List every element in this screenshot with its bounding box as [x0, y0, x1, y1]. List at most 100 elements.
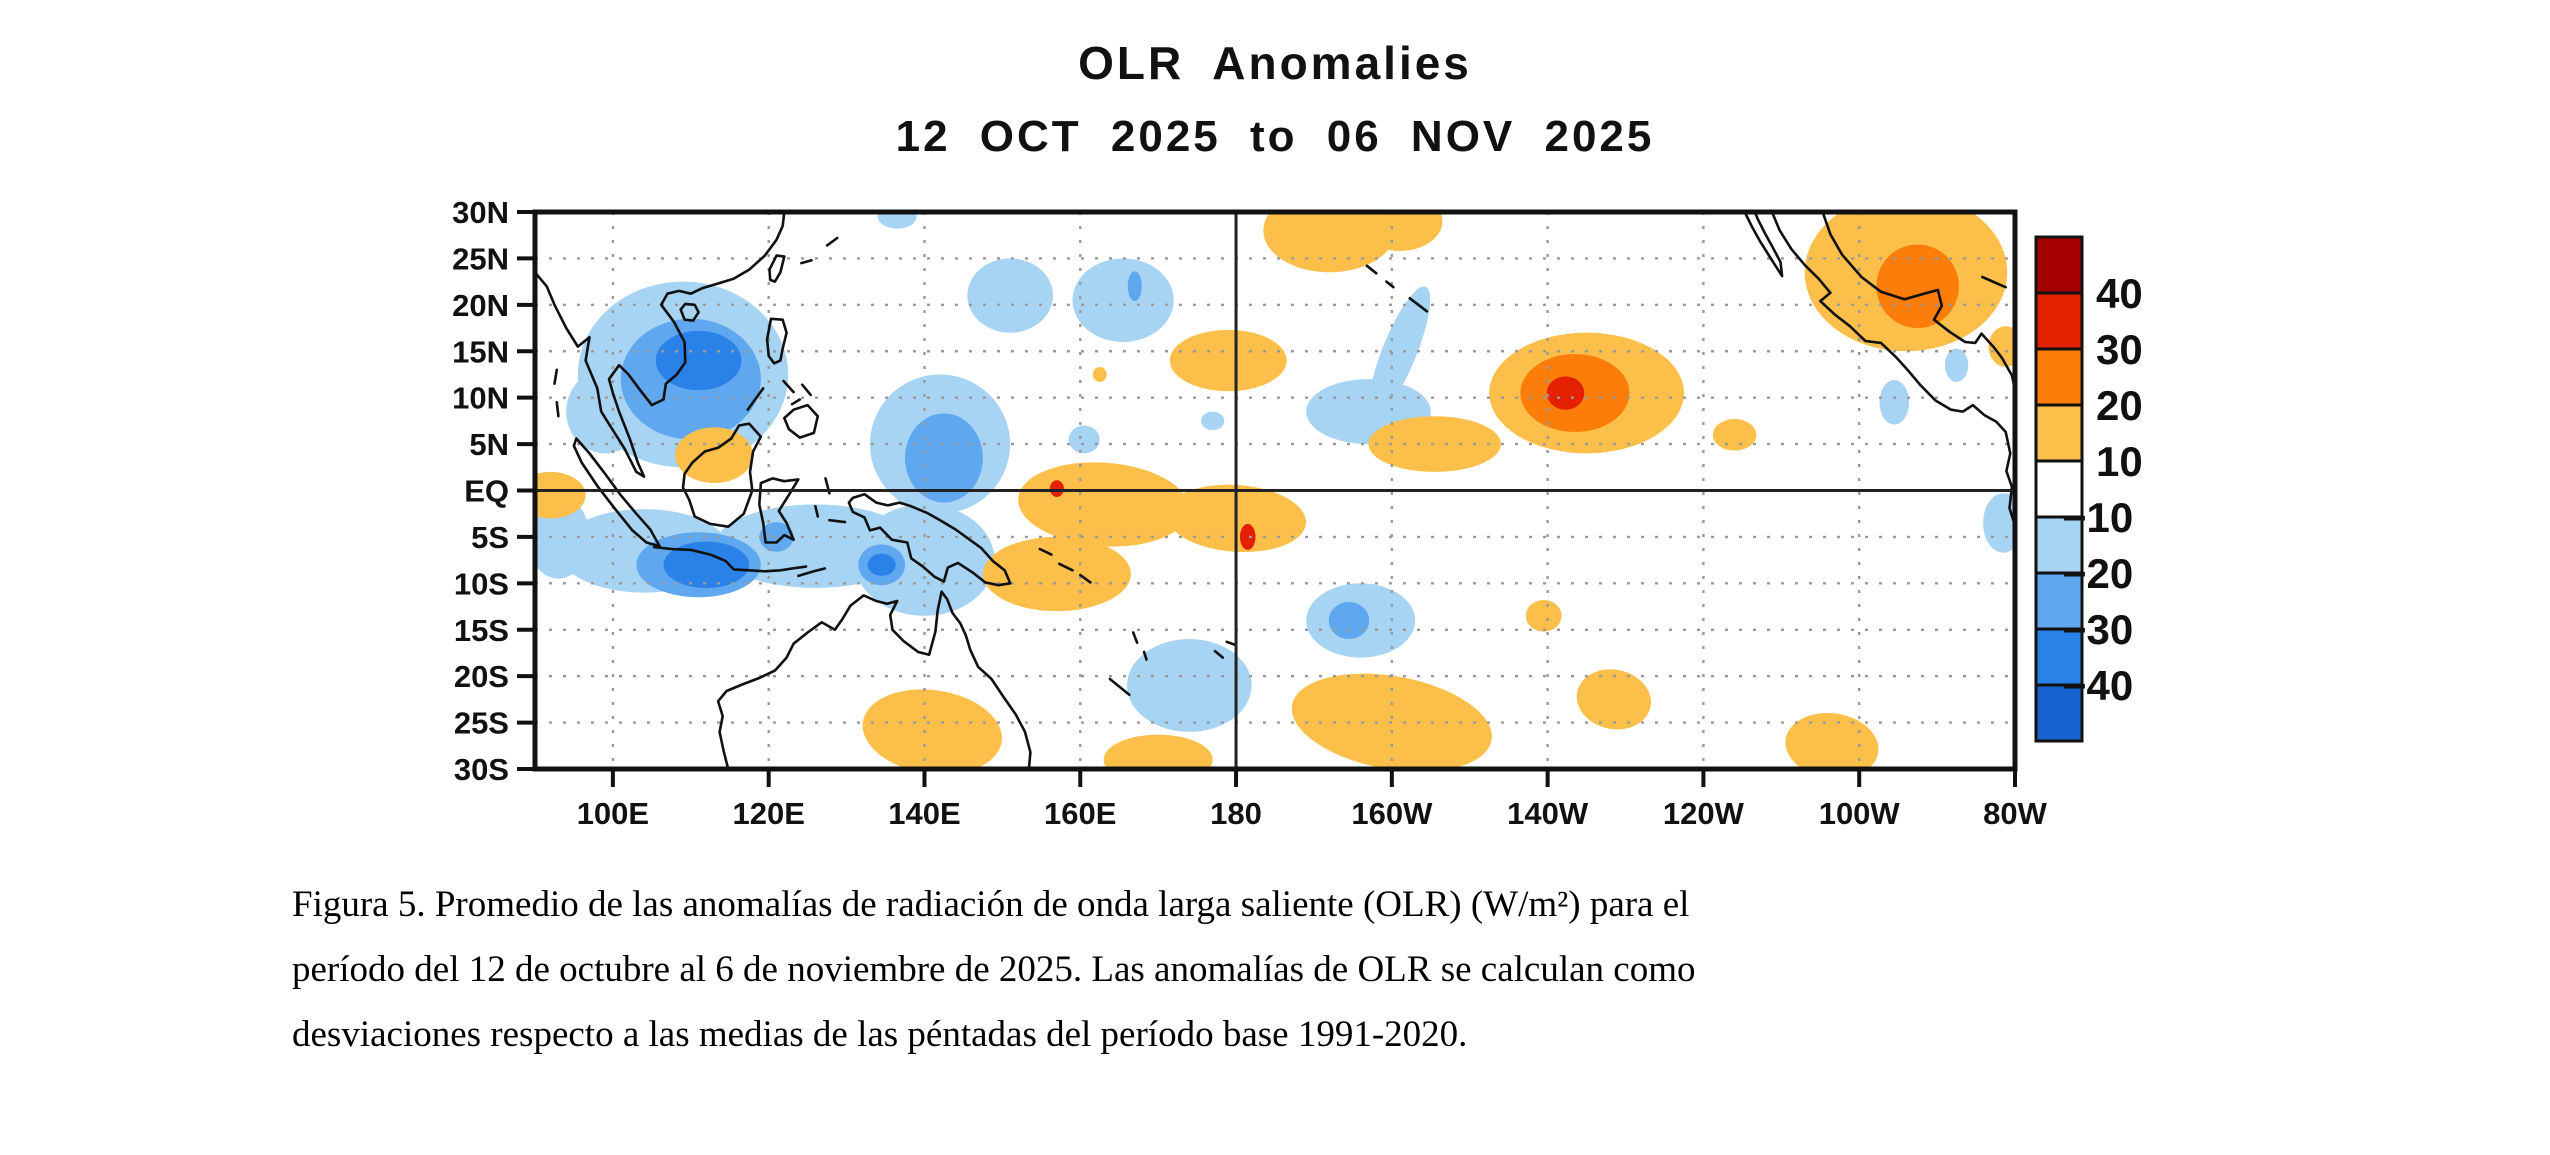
coastline-sumatra [572, 437, 661, 548]
axes: 30N 25N 20N 15N 10N 5N EQ 5S 10S 15S 20S 25S 30S 100E… [452, 195, 2047, 831]
anomaly-region [1068, 425, 1100, 454]
anomaly-region [1988, 326, 2015, 368]
caption-line-1: Figura 5. Promedio de las anomalías de r… [292, 884, 1690, 925]
coastline-solomons-3 [1079, 573, 1092, 584]
reference-lines [535, 212, 2015, 769]
y-tick-label: 15S [454, 613, 509, 648]
coastline-solomons-1 [1038, 547, 1053, 556]
anomaly-region [663, 541, 750, 588]
x-tick-label: 80W [1983, 796, 2047, 831]
anomaly-region [1368, 416, 1501, 472]
coastline-palawan [746, 387, 765, 411]
caption-line-2: período del 12 de octubre al 6 de noviem… [292, 949, 1696, 990]
colorbar-cell [2034, 627, 2084, 687]
coastline-asia-mainland [535, 212, 786, 478]
coastline-visayas-2 [800, 383, 812, 397]
coastline-taiwan [768, 254, 786, 283]
coastline-java-lesser-sundas [652, 545, 808, 573]
x-tick-label: 140E [888, 796, 960, 831]
x-tick-label: 160E [1044, 796, 1116, 831]
y-tick-label: 25N [452, 241, 509, 276]
colorbar-cell [2034, 235, 2084, 295]
coastline-hawaii-1 [1365, 264, 1378, 275]
colorbar-cell [2034, 459, 2084, 519]
coastline-mindanao [783, 403, 820, 439]
coastline-fiji-1 [1213, 649, 1225, 659]
coastline-solomons-2 [1057, 562, 1074, 572]
anomaly-region [1944, 348, 1969, 382]
coastline-moluccas-3 [814, 505, 820, 518]
x-tick-label: 100E [577, 796, 649, 831]
anomaly-region [867, 553, 896, 576]
anomaly-region [1169, 329, 1287, 392]
x-tick-label: 120E [732, 796, 804, 831]
y-tick-label: 10S [454, 566, 509, 601]
colorbar-cell [2034, 571, 2084, 631]
anomaly-region [1239, 523, 1256, 550]
coastline-visayas-1 [782, 379, 795, 394]
colorbar: 40 30 20 10 −10 −20 −30 −40 [2034, 235, 2143, 743]
anomaly-region [1356, 212, 1443, 251]
anomaly-region [1127, 639, 1252, 732]
colorbar-label: 10 [2096, 438, 2143, 485]
chart-title: OLR Anomalies [1078, 37, 1472, 89]
anomaly-region [1785, 712, 1879, 769]
colorbar-label: 30 [2096, 326, 2143, 373]
coastline-fiji-2 [1225, 640, 1236, 646]
anomaly-region [1546, 376, 1585, 410]
graticule [535, 212, 2015, 769]
anomaly-region [1525, 600, 1562, 632]
anomaly-region [1072, 258, 1174, 342]
chart-subtitle: 12 OCT 2025 to 06 NOV 2025 [895, 112, 1655, 161]
y-tick-label: 30S [454, 752, 509, 787]
anomaly-region [1328, 601, 1370, 640]
coastline-ryukyu-2 [825, 236, 839, 247]
anomaly-region [759, 522, 794, 552]
coastline-moluccas-2 [828, 518, 847, 524]
anomaly-region [982, 536, 1131, 612]
x-tick-label: 100W [1819, 796, 1901, 831]
anomaly-region [675, 427, 754, 484]
coastline-visayas-3 [790, 398, 802, 406]
coastline-mexico-pacific-coast [1770, 212, 2015, 528]
y-tick-label: 20N [452, 288, 509, 323]
caption-line-3: desviaciones respecto a las medias de la… [292, 1014, 1468, 1055]
colorbar-label: −30 [2062, 606, 2133, 653]
anomaly-region [1092, 367, 1107, 382]
coastline-new-caledonia [1108, 677, 1131, 696]
figure-caption: Figura 5. Promedio de las anomalías de r… [292, 872, 2292, 1067]
colorbar-cell [2034, 347, 2084, 407]
coastline-andaman-1 [553, 368, 559, 385]
x-tick-label: 140W [1507, 796, 1589, 831]
anomaly-region [535, 471, 586, 519]
y-tick-label: 25S [454, 706, 509, 741]
y-tick-label: 30N [452, 195, 509, 230]
anomaly-region [862, 689, 1002, 769]
y-tick-label: 5S [471, 520, 509, 555]
coastline-mexico-gulf-coast [1821, 212, 2015, 391]
anomaly-region [1876, 244, 1959, 329]
anomaly-region [967, 258, 1053, 333]
coastline-vanuatu-1 [1131, 631, 1139, 644]
y-tick-label: 15N [452, 334, 509, 369]
anomaly-region [1201, 411, 1225, 431]
colorbar-cell [2034, 683, 2084, 743]
anomaly-region [1127, 271, 1142, 302]
colorbar-label: 40 [2096, 270, 2143, 317]
coastline-borneo [681, 422, 763, 528]
anomaly-region [877, 212, 917, 229]
coastline-sulawesi [758, 477, 800, 544]
y-tick-label: 10N [452, 381, 509, 416]
coastline-hawaii-2 [1385, 280, 1395, 289]
x-tick-label: 120W [1663, 796, 1745, 831]
coastlines [535, 212, 2015, 769]
colorbar-label: −10 [2062, 494, 2133, 541]
anomaly-region [1103, 734, 1213, 769]
coastline-luzon [765, 317, 788, 365]
colorbar-cell [2034, 291, 2084, 351]
colorbar-label: −40 [2062, 662, 2133, 709]
coastline-hawaii-3 [1408, 297, 1429, 313]
anomaly-shading [535, 212, 2015, 769]
coastline-australia [716, 590, 1032, 769]
